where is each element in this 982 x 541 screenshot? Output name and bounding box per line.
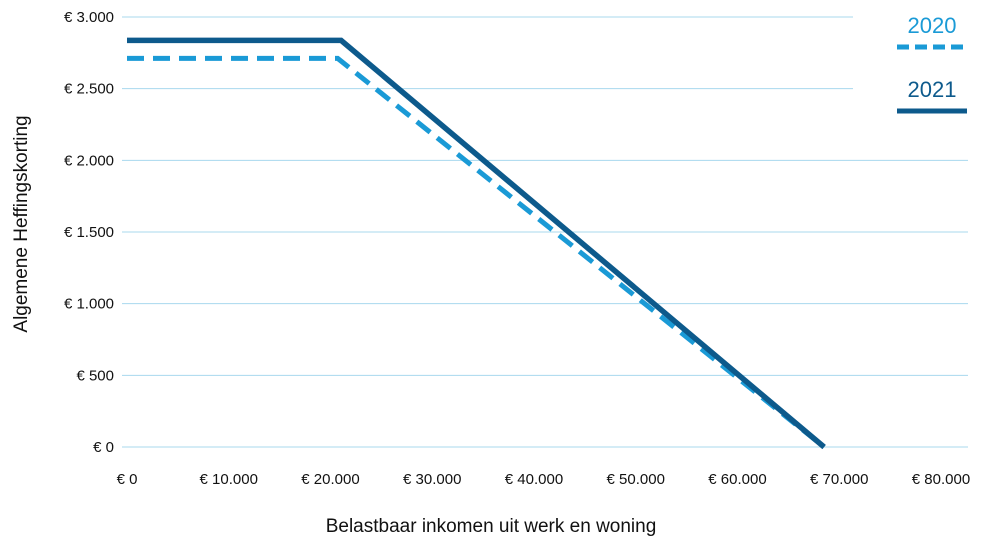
legend-label-2020: 2020 — [908, 13, 957, 38]
y-axis-title: Algemene Heffingskorting — [11, 115, 32, 332]
x-tick-label: € 70.000 — [810, 471, 868, 488]
series-line-2020 — [127, 55, 826, 449]
x-tick-label: € 80.000 — [912, 471, 970, 488]
series-lines — [127, 37, 826, 450]
x-tick-label: € 40.000 — [505, 471, 563, 488]
y-tick-label: € 0 — [93, 439, 114, 456]
series-line-2021 — [127, 37, 826, 450]
y-tick-label: € 500 — [76, 367, 114, 384]
y-axis-ticks: € 0 € 500 € 1.000 € 1.500 € 2.000 € 2.500 € 3.… — [64, 9, 114, 456]
x-tick-label: € 50.000 — [607, 471, 665, 488]
x-tick-label: € 0 — [117, 471, 138, 488]
y-tick-label: € 3.000 — [64, 9, 114, 26]
y-tick-label: € 2.000 — [64, 152, 114, 169]
x-axis-title: Belastbaar inkomen uit werk en woning — [326, 516, 657, 537]
legend-label-2021: 2021 — [908, 77, 957, 102]
x-tick-label: € 10.000 — [200, 471, 258, 488]
x-tick-label: € 20.000 — [301, 471, 359, 488]
x-tick-label: € 30.000 — [403, 471, 461, 488]
gridlines — [122, 16, 968, 448]
x-axis-ticks: € 0 € 10.000 € 20.000 € 30.000 € 40.000 € 50.… — [117, 471, 971, 488]
y-tick-label: € 1.000 — [64, 296, 114, 313]
legend: 2020 2021 — [897, 13, 967, 114]
x-tick-label: € 60.000 — [708, 471, 766, 488]
y-tick-label: € 2.500 — [64, 81, 114, 98]
y-tick-label: € 1.500 — [64, 224, 114, 241]
